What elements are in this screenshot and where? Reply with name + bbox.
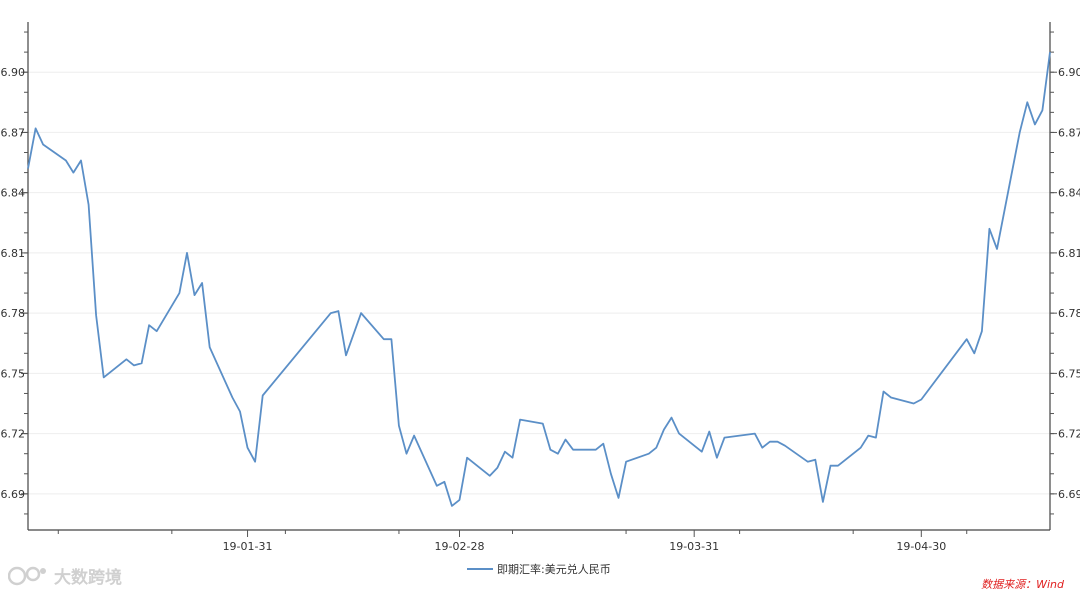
y-tick-label-right: 6.90 <box>1058 66 1080 79</box>
x-tick-label: 19-02-28 <box>435 540 485 553</box>
x-tick-label: 19-03-31 <box>669 540 719 553</box>
y-tick-label-right: 6.87 <box>1058 126 1080 139</box>
series-line-0 <box>27 51 1051 507</box>
x-axis-ticks: 19-01-31 19-02-28 19-03-31 19-04-30 <box>57 530 968 553</box>
y-tick-label-left: 6.75 <box>1 367 26 380</box>
series-layer <box>27 51 1051 507</box>
gridlines <box>28 71 1050 495</box>
x-tick-label: 19-01-31 <box>223 540 273 553</box>
y-tick-label-left: 6.90 <box>1 66 26 79</box>
y-axis-left-ticks: 6.69 6.72 6.75 6.78 6.81 6.84 6.87 6.90 <box>1 31 28 515</box>
watermark-logo-icon <box>8 566 46 585</box>
source-note: 数据来源：Wind <box>981 578 1064 591</box>
legend-label: 即期汇率:美元兑人民币 <box>497 562 611 576</box>
y-axis-right-ticks: 6.69 6.72 6.75 6.78 6.81 6.84 6.87 6.90 <box>1050 31 1080 515</box>
y-tick-label-right: 6.69 <box>1058 488 1080 501</box>
y-tick-label-left: 6.84 <box>1 187 26 200</box>
watermark: 大数跨境 <box>8 563 122 588</box>
y-tick-label-left: 6.78 <box>1 307 26 320</box>
y-tick-label-left: 6.72 <box>1 428 26 441</box>
y-tick-label-right: 6.84 <box>1058 187 1080 200</box>
legend[interactable]: 即期汇率:美元兑人民币 <box>467 562 611 576</box>
watermark-text: 大数跨境 <box>54 568 122 588</box>
y-tick-label-left: 6.87 <box>1 126 26 139</box>
y-tick-label-left: 6.69 <box>1 488 26 501</box>
x-tick-label: 19-04-30 <box>896 540 946 553</box>
y-tick-label-right: 6.72 <box>1058 428 1080 441</box>
y-tick-label-right: 6.81 <box>1058 247 1080 260</box>
y-tick-label-left: 6.81 <box>1 247 26 260</box>
y-tick-label-right: 6.78 <box>1058 307 1080 320</box>
axes <box>27 22 1051 531</box>
y-tick-label-right: 6.75 <box>1058 367 1080 380</box>
